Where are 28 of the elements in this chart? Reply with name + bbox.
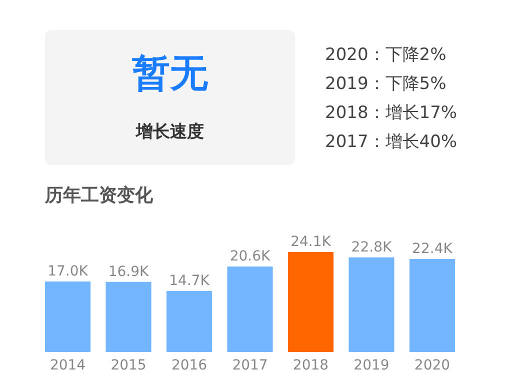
x-tick-label: 2016 [171, 358, 208, 374]
bar [106, 282, 152, 352]
data-label: 24.1K [290, 234, 332, 250]
data-label: 22.4K [412, 241, 454, 258]
bar [348, 257, 394, 352]
text: 增长速度 [135, 122, 204, 142]
text: 暂无 [132, 51, 209, 95]
text: 2018：增长17% [325, 103, 458, 123]
data-label: 17.0K [48, 263, 89, 280]
x-tick-label: 2017 [232, 358, 268, 374]
data-label: 14.7K [169, 273, 210, 290]
bar [288, 252, 334, 352]
text: 2020：下降2% [325, 45, 446, 65]
x-tick-label: 2014 [50, 358, 86, 374]
x-tick-label: 2018 [292, 358, 329, 374]
bar [166, 291, 212, 352]
x-tick-label: 2015 [110, 358, 146, 374]
text: 2017：增长40% [325, 132, 458, 152]
x-tick-label: 2019 [354, 358, 390, 374]
text: 2019：下降5% [325, 74, 446, 94]
x-tick-label: 2020 [414, 358, 450, 374]
data-label: 22.8K [351, 239, 392, 256]
bar [409, 259, 455, 352]
chart-title: 历年工资变化 [44, 185, 154, 206]
data-label: 20.6K [230, 248, 271, 265]
data-label: 16.9K [108, 264, 150, 280]
bar [45, 281, 91, 352]
bar [227, 266, 273, 352]
